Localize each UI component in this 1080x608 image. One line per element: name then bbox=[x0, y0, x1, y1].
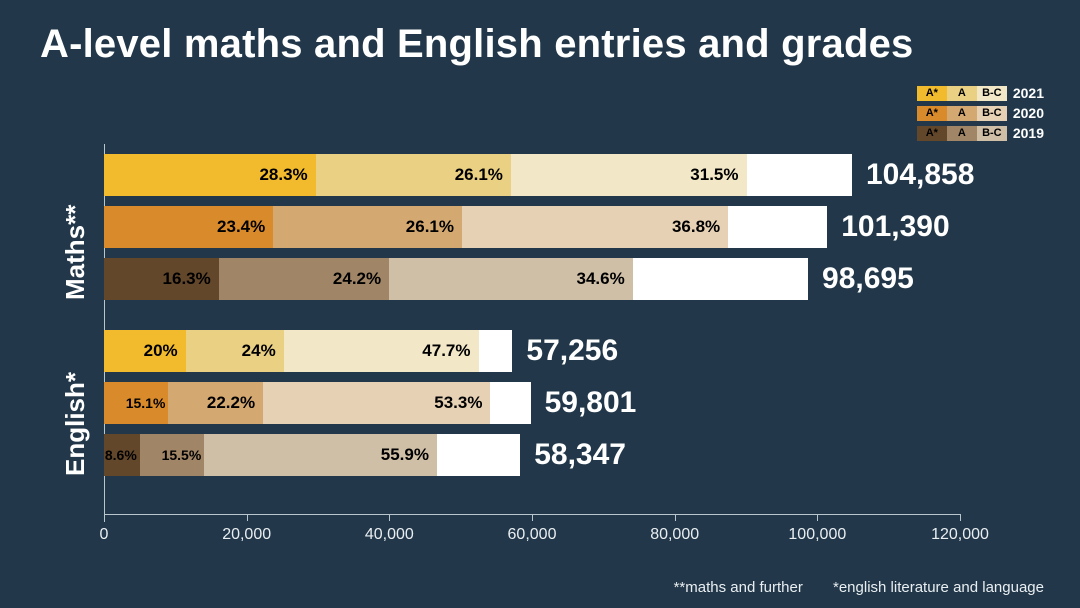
bar-segment-a: 26.1% bbox=[273, 206, 462, 248]
bar-maths-2020: 23.4%26.1%36.8% bbox=[104, 206, 827, 248]
x-tick-label: 60,000 bbox=[508, 526, 557, 544]
footnotes: **maths and further *english literature … bbox=[648, 579, 1044, 596]
footnote-maths: **maths and further bbox=[674, 579, 803, 596]
category-label-english: English* bbox=[60, 372, 91, 476]
bar-total-label: 58,347 bbox=[534, 438, 626, 472]
legend-year-label: 2020 bbox=[1013, 105, 1044, 121]
legend-swatch: A bbox=[947, 106, 977, 121]
x-tick-label: 100,000 bbox=[788, 526, 846, 544]
bar-segment-rest bbox=[437, 434, 520, 476]
bar-segment-a_star: 20% bbox=[104, 330, 186, 372]
x-tick bbox=[389, 514, 390, 521]
legend-row-2019: A*AB-C 2019 bbox=[917, 124, 1044, 142]
legend-swatch: A* bbox=[917, 126, 947, 141]
bar-segment-bc: 34.6% bbox=[389, 258, 633, 300]
legend-swatch: A* bbox=[917, 106, 947, 121]
bar-segment-rest bbox=[747, 154, 852, 196]
legend-swatch: B-C bbox=[977, 86, 1007, 101]
x-tick bbox=[247, 514, 248, 521]
bar-segment-rest bbox=[728, 206, 827, 248]
bar-segment-bc: 55.9% bbox=[204, 434, 437, 476]
plot-area: 020,00040,00060,00080,000100,000120,0002… bbox=[104, 154, 960, 514]
bar-total-label: 59,801 bbox=[545, 386, 637, 420]
bar-english-2020: 15.1%22.2%53.3% bbox=[104, 382, 531, 424]
legend-row-2020: A*AB-C 2020 bbox=[917, 104, 1044, 122]
x-tick-label: 40,000 bbox=[365, 526, 414, 544]
legend-swatch: B-C bbox=[977, 126, 1007, 141]
bar-segment-a: 24% bbox=[186, 330, 284, 372]
legend-swatch: B-C bbox=[977, 106, 1007, 121]
bar-segment-a: 26.1% bbox=[316, 154, 511, 196]
legend-swatch: A bbox=[947, 86, 977, 101]
legend-year-label: 2019 bbox=[1013, 125, 1044, 141]
x-tick-label: 20,000 bbox=[222, 526, 271, 544]
x-tick bbox=[817, 514, 818, 521]
legend-row-2021: A*AB-C 2021 bbox=[917, 84, 1044, 102]
bar-segment-bc: 53.3% bbox=[263, 382, 490, 424]
legend-year-label: 2021 bbox=[1013, 85, 1044, 101]
legend-swatch: A* bbox=[917, 86, 947, 101]
bar-segment-a_star: 23.4% bbox=[104, 206, 273, 248]
bar-total-label: 57,256 bbox=[526, 334, 618, 368]
bar-total-label: 98,695 bbox=[822, 262, 914, 296]
x-tick-label: 120,000 bbox=[931, 526, 989, 544]
bar-english-2019: 8.6%15.5%55.9% bbox=[104, 434, 520, 476]
bar-segment-rest bbox=[490, 382, 530, 424]
bar-maths-2021: 28.3%26.1%31.5% bbox=[104, 154, 852, 196]
bar-total-label: 101,390 bbox=[841, 210, 949, 244]
x-tick bbox=[532, 514, 533, 521]
legend: A*AB-C2021A*AB-C2020A*AB-C2019 bbox=[917, 84, 1044, 144]
category-label-maths: Maths** bbox=[60, 205, 91, 300]
bar-segment-a_star: 15.1% bbox=[104, 382, 168, 424]
bar-segment-rest bbox=[633, 258, 808, 300]
x-tick bbox=[104, 514, 105, 521]
x-tick-label: 0 bbox=[100, 526, 109, 544]
legend-swatch: A bbox=[947, 126, 977, 141]
bar-english-2021: 20%24%47.7% bbox=[104, 330, 512, 372]
bar-segment-bc: 36.8% bbox=[462, 206, 728, 248]
bar-segment-a: 15.5% bbox=[140, 434, 205, 476]
bar-segment-a_star: 8.6% bbox=[104, 434, 140, 476]
footnote-english: *english literature and language bbox=[833, 579, 1044, 596]
x-tick bbox=[960, 514, 961, 521]
bar-segment-rest bbox=[479, 330, 513, 372]
bar-segment-a: 24.2% bbox=[219, 258, 389, 300]
bar-segment-a_star: 28.3% bbox=[104, 154, 316, 196]
bar-maths-2019: 16.3%24.2%34.6% bbox=[104, 258, 808, 300]
bar-segment-a: 22.2% bbox=[168, 382, 263, 424]
x-tick bbox=[675, 514, 676, 521]
x-tick-label: 80,000 bbox=[650, 526, 699, 544]
bar-segment-a_star: 16.3% bbox=[104, 258, 219, 300]
chart-title: A-level maths and English entries and gr… bbox=[40, 22, 914, 67]
bar-segment-bc: 31.5% bbox=[511, 154, 747, 196]
bar-total-label: 104,858 bbox=[866, 158, 974, 192]
bar-segment-bc: 47.7% bbox=[284, 330, 479, 372]
